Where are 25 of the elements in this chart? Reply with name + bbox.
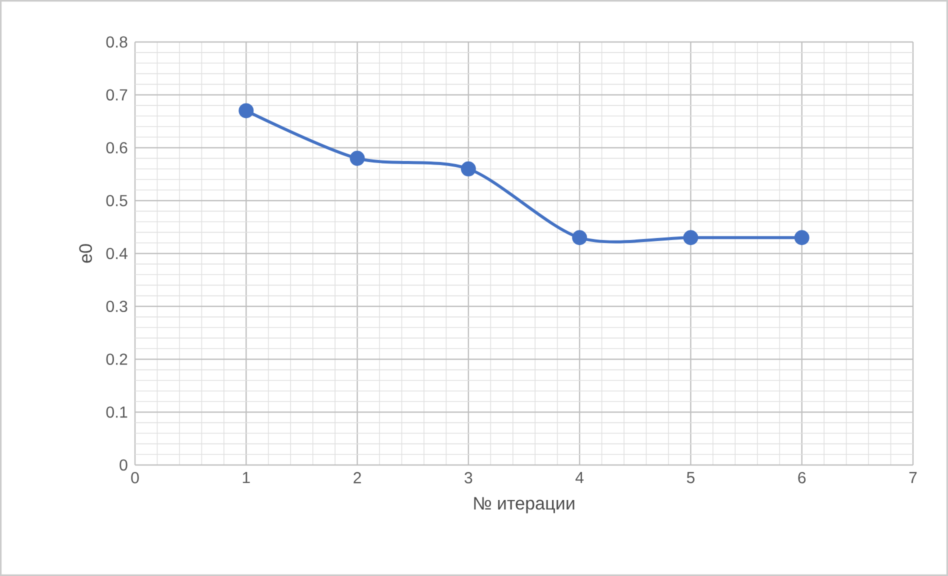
y-tick-label: 0 bbox=[120, 459, 128, 471]
point bbox=[350, 150, 365, 166]
x-tick-label: 1 bbox=[242, 472, 250, 484]
point bbox=[238, 103, 254, 118]
x-tick-label: 4 bbox=[576, 472, 584, 484]
y-tick-label: 0.2 bbox=[106, 354, 128, 365]
x-tick-label: 7 bbox=[909, 472, 917, 484]
x-tick-label: 2 bbox=[354, 472, 361, 484]
x-axis-title: № итерации bbox=[474, 497, 574, 514]
y-tick-label: 0.4 bbox=[106, 248, 128, 260]
y-tick-label: 0.1 bbox=[106, 406, 128, 418]
point bbox=[572, 230, 588, 246]
point bbox=[460, 161, 476, 176]
point bbox=[683, 230, 698, 246]
x-tick-label: 3 bbox=[464, 472, 472, 484]
y-tick-label: 0.5 bbox=[106, 194, 128, 206]
x-tick-label: 6 bbox=[798, 472, 806, 484]
y-tick-label: 0.6 bbox=[106, 142, 128, 154]
y-tick-label: 0.8 bbox=[106, 36, 128, 48]
y-tick-label: 0.3 bbox=[106, 300, 128, 312]
point bbox=[794, 230, 810, 246]
x-tick-label: 0 bbox=[131, 472, 139, 484]
y-tick-label: 0.7 bbox=[106, 89, 128, 101]
x-tick-label: 5 bbox=[686, 472, 694, 484]
y-axis-title: e0 bbox=[79, 244, 92, 263]
